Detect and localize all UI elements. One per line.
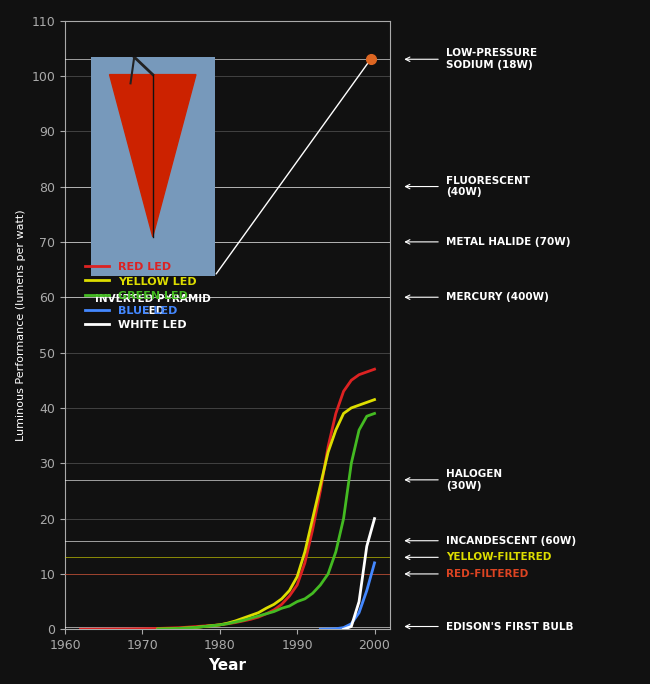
Text: METAL HALIDE (70W): METAL HALIDE (70W) (446, 237, 571, 247)
Text: LOW-PRESSURE
SODIUM (18W): LOW-PRESSURE SODIUM (18W) (446, 49, 537, 70)
Y-axis label: Luminous Performance (lumens per watt): Luminous Performance (lumens per watt) (16, 209, 26, 440)
Text: INCANDESCENT (60W): INCANDESCENT (60W) (446, 536, 576, 546)
Text: FLUORESCENT
(40W): FLUORESCENT (40W) (446, 176, 530, 198)
Text: RED-FILTERED: RED-FILTERED (446, 569, 528, 579)
Text: EDISON'S FIRST BULB: EDISON'S FIRST BULB (446, 622, 573, 631)
X-axis label: Year: Year (209, 657, 246, 672)
Legend: RED LED, YELLOW LED, GREEN LED, BLUE LED, WHITE LED: RED LED, YELLOW LED, GREEN LED, BLUE LED… (81, 257, 201, 334)
Text: INVERTED PYRAMID
LED: INVERTED PYRAMID LED (95, 295, 211, 316)
Text: MERCURY (400W): MERCURY (400W) (446, 292, 549, 302)
Text: YELLOW-FILTERED: YELLOW-FILTERED (446, 553, 551, 562)
Text: HALOGEN
(30W): HALOGEN (30W) (446, 469, 502, 490)
